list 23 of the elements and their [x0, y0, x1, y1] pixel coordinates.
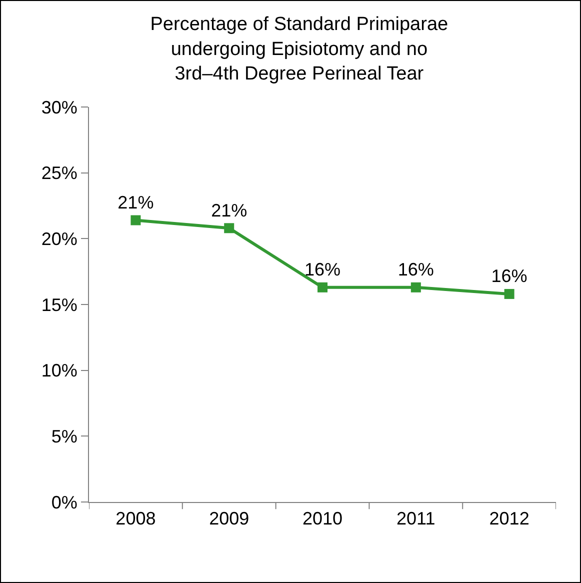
y-tick-label: 25%: [41, 163, 78, 184]
point: [504, 288, 514, 299]
x-tick-label: 2009: [209, 508, 250, 529]
y-tick-label: 5%: [51, 426, 78, 446]
data-label: 21%: [118, 192, 154, 212]
data-label: 16%: [491, 266, 528, 286]
y-tick-label: 20%: [41, 228, 78, 249]
point: [130, 215, 141, 226]
point: [410, 282, 421, 292]
x-tick-label: 2010: [302, 508, 343, 529]
y-tick-label: 15%: [41, 294, 78, 315]
x-tick-label: 2012: [489, 508, 530, 529]
y-tick-label: 30%: [41, 97, 78, 118]
data-label: 16%: [304, 260, 341, 280]
chart-title: Percentage of Standard Primiparae undergoing Episiotomy and no 3rd–4th Degree Perineal Tear: [150, 14, 448, 84]
x-tick-label: 2008: [116, 508, 156, 529]
data-label: 21%: [211, 200, 248, 220]
y-tick-label: 0%: [51, 492, 78, 512]
y-tick-label: 10%: [41, 360, 78, 381]
x-tick-label: 2011: [396, 508, 436, 529]
data-label: 16%: [398, 260, 434, 280]
point: [318, 282, 328, 292]
point: [224, 223, 234, 234]
